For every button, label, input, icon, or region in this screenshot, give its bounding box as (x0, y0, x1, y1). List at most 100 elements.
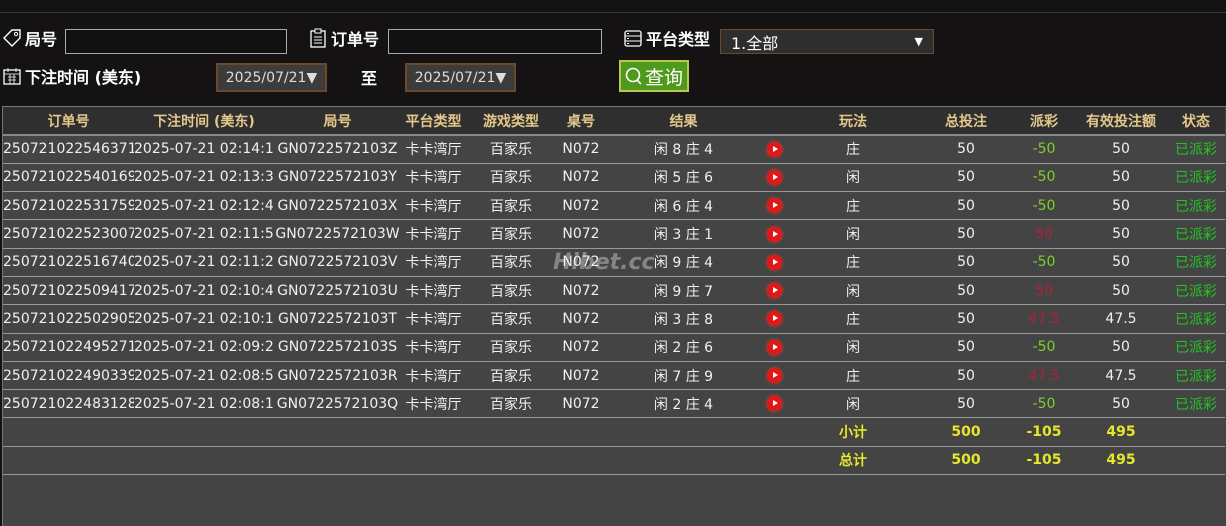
cell-payout: 47.5 (1013, 361, 1075, 391)
empty-cell (466, 417, 556, 447)
cell-platform-type: 卡卡湾厅 (401, 361, 466, 391)
cell-order-no: 250721022490339 (3, 361, 134, 391)
cell-valid-bet: 50 (1075, 276, 1167, 306)
header-bet-time: 下注时间 (美东) (134, 107, 274, 136)
replay-cell (761, 389, 787, 419)
table-header: 订单号 下注时间 (美东) 局号 平台类型 游戏类型 桌号 结果 玩法 总投注 派彩 有效投注额 状态 (3, 107, 1225, 136)
total-total-bet: 500 (919, 446, 1013, 476)
cell-result: 闲 2 庄 6 (606, 333, 761, 362)
cell-platform-type: 卡卡湾厅 (401, 135, 466, 164)
date-from-picker[interactable]: 2025/07/21 ▼ (216, 63, 327, 92)
cell-payout: 50 (1013, 219, 1075, 249)
cell-round-no: GN0722572103Q (274, 389, 401, 419)
cell-platform-type: 卡卡湾厅 (401, 333, 466, 362)
order-input[interactable] (388, 29, 602, 54)
cell-payout: -50 (1013, 135, 1075, 164)
to-label: 至 (361, 69, 378, 88)
header-game-type: 游戏类型 (466, 107, 556, 136)
subtotal-label: 小计 (787, 417, 919, 447)
cell-result: 闲 3 庄 1 (606, 219, 761, 249)
cell-valid-bet: 50 (1075, 389, 1167, 419)
header-total-bet: 总投注 (919, 107, 1013, 136)
table-row: 250721022540169 2025-07-21 02:13:32 GN0722… (3, 163, 1225, 193)
round-label-text: 局号 (25, 30, 58, 49)
play-video-icon[interactable] (766, 198, 782, 214)
play-video-icon[interactable] (766, 339, 782, 355)
order-label-text: 订单号 (331, 30, 380, 49)
empty-cell (3, 417, 134, 447)
empty-cell (3, 446, 134, 476)
cell-game-type: 百家乐 (466, 191, 556, 221)
empty-cell (761, 417, 787, 447)
play-video-icon[interactable] (766, 368, 782, 384)
cell-bet-type: 庄 (787, 361, 919, 391)
cell-payout: -50 (1013, 389, 1075, 419)
replay-cell (761, 276, 787, 306)
cell-total-bet: 50 (919, 191, 1013, 221)
cell-table-no: N072 (556, 361, 606, 391)
cell-table-no: N072 (556, 191, 606, 221)
cell-bet-time: 2025-07-21 02:11:56 (134, 219, 274, 249)
cell-payout: -50 (1013, 333, 1075, 362)
tag-icon (3, 29, 21, 47)
date-to-picker[interactable]: 2025/07/21 ▼ (405, 63, 516, 92)
cell-status: 已派彩 (1167, 333, 1225, 362)
play-video-icon[interactable] (766, 226, 782, 242)
chevron-down-icon: ▼ (495, 69, 507, 86)
cell-table-no: N072 (556, 304, 606, 334)
empty-cell (134, 446, 274, 476)
play-video-icon[interactable] (766, 283, 782, 299)
empty-cell (401, 417, 466, 447)
cell-table-no: N072 (556, 389, 606, 419)
header-order-no: 订单号 (3, 107, 134, 136)
cell-game-type: 百家乐 (466, 389, 556, 419)
cell-status: 已派彩 (1167, 389, 1225, 419)
platform-select-value: 1.全部 (731, 33, 779, 53)
empty-cell (466, 446, 556, 476)
cell-platform-type: 卡卡湾厅 (401, 389, 466, 419)
cell-status: 已派彩 (1167, 361, 1225, 391)
round-input[interactable] (65, 29, 287, 54)
cell-total-bet: 50 (919, 219, 1013, 249)
play-video-icon[interactable] (766, 254, 782, 270)
play-video-icon[interactable] (766, 141, 782, 157)
cell-order-no: 250721022509417 (3, 276, 134, 306)
replay-cell (761, 248, 787, 277)
query-button[interactable]: 查询 (619, 60, 689, 92)
platform-label-text: 平台类型 (646, 30, 711, 49)
header-bet-type: 玩法 (787, 107, 919, 136)
cell-bet-time: 2025-07-21 02:10:10 (134, 304, 274, 334)
cell-round-no: GN0722572103Y (274, 163, 401, 193)
cell-valid-bet: 47.5 (1075, 361, 1167, 391)
cell-round-no: GN0722572103U (274, 276, 401, 306)
cell-payout: -50 (1013, 163, 1075, 193)
server-list-icon (624, 30, 642, 47)
header-result: 结果 (606, 107, 761, 136)
divider (0, 12, 1226, 13)
empty-cell (274, 446, 401, 476)
cell-table-no: N072 (556, 276, 606, 306)
calendar-icon (3, 68, 21, 85)
cell-platform-type: 卡卡湾厅 (401, 191, 466, 221)
cell-status: 已派彩 (1167, 276, 1225, 306)
play-video-icon[interactable] (766, 311, 782, 327)
header-round-no: 局号 (274, 107, 401, 136)
play-video-icon[interactable] (766, 169, 782, 185)
platform-label: 平台类型 (623, 26, 710, 50)
cell-round-no: GN0722572103X (274, 191, 401, 221)
bet-records-table: 订单号 下注时间 (美东) 局号 平台类型 游戏类型 桌号 结果 玩法 总投注 派彩 有效投注额 状态… (2, 106, 1226, 526)
time-label: 下注时间 (美东) (2, 64, 141, 88)
total-valid-bet: 495 (1075, 446, 1167, 476)
cell-order-no: 250721022495271 (3, 333, 134, 362)
empty-cell (606, 446, 761, 476)
total-label: 总计 (787, 446, 919, 476)
replay-cell (761, 135, 787, 164)
play-video-icon[interactable] (766, 396, 782, 412)
cell-total-bet: 50 (919, 361, 1013, 391)
cell-bet-type: 闲 (787, 389, 919, 419)
subtotal-row: 小计 500 -105 495 (3, 417, 1225, 447)
replay-cell (761, 191, 787, 221)
platform-select[interactable]: 1.全部 ▼ (720, 29, 934, 54)
cell-bet-time: 2025-07-21 02:08:57 (134, 361, 274, 391)
cell-bet-type: 闲 (787, 333, 919, 362)
